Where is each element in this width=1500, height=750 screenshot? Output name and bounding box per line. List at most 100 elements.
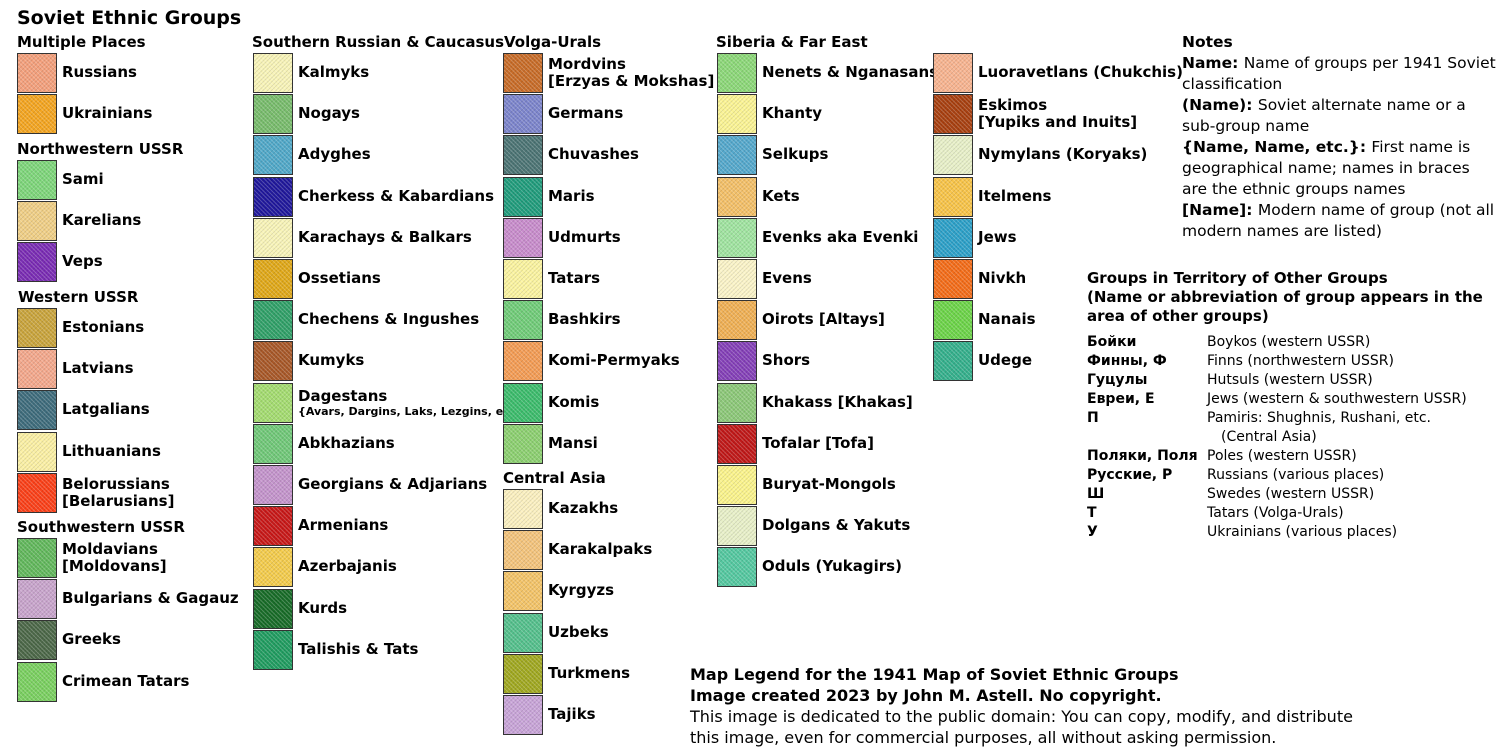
- legend-swatch: [253, 505, 293, 546]
- legend-label: Abkhazians: [298, 434, 395, 452]
- legend-swatch: [717, 423, 757, 464]
- legend-entry: Nymylans (Koryaks): [933, 134, 1147, 175]
- footer: Map Legend for the 1941 Map of Soviet Et…: [690, 664, 1390, 748]
- legend-entry: Komis: [503, 382, 599, 423]
- legend-swatch: [717, 546, 757, 587]
- legend-swatch: [503, 52, 543, 93]
- territory-key: Бойки: [1087, 334, 1137, 350]
- legend-label: Nanais: [978, 310, 1036, 328]
- legend-swatch: [253, 629, 293, 670]
- legend-label: Sami: [62, 170, 104, 188]
- legend-swatch: [17, 93, 57, 134]
- legend-label: Evens: [762, 269, 812, 287]
- legend-label: Ukrainians: [62, 104, 153, 122]
- legend-swatch: [17, 348, 57, 389]
- legend-label: Itelmens: [978, 187, 1052, 205]
- legend-swatch: [503, 488, 543, 529]
- legend-entry: Karakalpaks: [503, 529, 652, 570]
- legend-label: Shors: [762, 351, 811, 369]
- section-header: Southwestern USSR: [17, 518, 185, 536]
- legend-entry: Shors: [717, 340, 810, 381]
- legend-label: Mansi: [548, 434, 598, 452]
- legend-swatch: [717, 217, 757, 258]
- territory-row: Гуцулы Hutsuls (western USSR): [1087, 371, 1487, 390]
- legend-entry: Azerbajanis: [253, 546, 397, 587]
- legend-entry: Georgians & Adjarians: [253, 464, 487, 505]
- legend-entry: Ossetians: [253, 258, 381, 299]
- notes-header: Notes: [1182, 33, 1233, 51]
- legend-swatch: [253, 52, 293, 93]
- legend-entry: Armenians: [253, 505, 388, 546]
- legend-entry: Buryat-Mongols: [717, 464, 896, 505]
- legend-swatch: [717, 505, 757, 546]
- legend-swatch: [503, 382, 543, 423]
- legend-entry: Latvians: [17, 348, 134, 389]
- legend-entry: Kazakhs: [503, 488, 618, 529]
- legend-label: Dolgans & Yakuts: [762, 516, 911, 534]
- legend-entry: Sami: [17, 159, 104, 200]
- legend-swatch: [717, 382, 757, 423]
- section-header: Volga-Urals: [504, 33, 602, 51]
- legend-label: Jews: [978, 228, 1017, 246]
- legend-swatch: [933, 340, 973, 381]
- legend-label: Komis: [548, 393, 600, 411]
- legend-entry: Maris: [503, 176, 595, 217]
- legend-label: Tofalar [Tofa]: [762, 434, 874, 452]
- legend-label: Udege: [978, 351, 1033, 369]
- legend-label: Moldavians [Moldovans]: [62, 539, 167, 575]
- legend-label: Azerbajanis: [298, 557, 397, 575]
- section-header: Western USSR: [18, 288, 139, 306]
- legend-label: Kurds: [298, 599, 348, 617]
- legend-label: Udmurts: [548, 228, 621, 246]
- legend-entry: Lithuanians: [17, 431, 161, 472]
- legend-swatch: [503, 340, 543, 381]
- legend-label: Oduls (Yukagirs): [762, 557, 902, 575]
- legend-swatch: [503, 299, 543, 340]
- legend-swatch: [503, 258, 543, 299]
- territory-value: Hutsuls (western USSR): [1207, 372, 1373, 388]
- legend-label: Bashkirs: [548, 310, 621, 328]
- legend-label: Talishis & Tats: [298, 640, 419, 658]
- legend-swatch: [933, 134, 973, 175]
- note-item: {Name, Name, etc.}: First name is geogra…: [1182, 138, 1471, 198]
- legend-entry: Oduls (Yukagirs): [717, 546, 902, 587]
- legend-swatch: [253, 464, 293, 505]
- legend-swatch: [17, 619, 57, 660]
- legend-label: Kalmyks: [298, 63, 370, 81]
- legend-swatch: [503, 217, 543, 258]
- legend-entry: Dagestans {Avars, Dargins, Laks, Lezgins,…: [253, 382, 527, 423]
- legend-label: Evenks aka Evenki: [762, 228, 919, 246]
- legend-swatch: [17, 307, 57, 348]
- legend-label: Kazakhs: [548, 499, 619, 517]
- legend-entry: Latgalians: [17, 389, 150, 430]
- legend-entry: Veps: [17, 241, 103, 282]
- legend-label: Karelians: [62, 211, 142, 229]
- legend-label: Nenets & Nganasans: [762, 63, 939, 81]
- territory-row: Евреи, Е Jews (western & southwestern USS…: [1087, 390, 1487, 409]
- legend-entry: Eskimos [Yupiks and Inuits]: [933, 93, 1137, 134]
- legend-swatch: [17, 537, 57, 578]
- legend-entry: Adyghes: [253, 134, 371, 175]
- territory-value: Russians (various places): [1207, 467, 1385, 483]
- legend-entry: Jews: [933, 217, 1017, 258]
- legend-label: Veps: [62, 252, 103, 270]
- legend-entry: Kalmyks: [253, 52, 369, 93]
- footer-license-1: This image is dedicated to the public do…: [690, 707, 1353, 726]
- territory-key: Т: [1087, 505, 1097, 521]
- legend-swatch: [933, 176, 973, 217]
- legend-label: Latgalians: [62, 400, 150, 418]
- legend-label: Turkmens: [548, 664, 631, 682]
- legend-swatch: [253, 588, 293, 629]
- legend-entry: Evens: [717, 258, 812, 299]
- legend-swatch: [17, 200, 57, 241]
- legend-entry: Mansi: [503, 423, 598, 464]
- legend-entry: Kets: [717, 176, 800, 217]
- legend-swatch: [253, 258, 293, 299]
- legend-label: Eskimos [Yupiks and Inuits]: [978, 95, 1138, 131]
- legend-label: Kyrgyzs: [548, 581, 615, 599]
- legend-label: Nymylans (Koryaks): [978, 145, 1148, 163]
- section-header: Siberia & Far East: [716, 33, 868, 51]
- legend-title: Soviet Ethnic Groups: [17, 7, 242, 29]
- legend-entry: Turkmens: [503, 653, 630, 694]
- legend-label: Latvians: [62, 359, 134, 377]
